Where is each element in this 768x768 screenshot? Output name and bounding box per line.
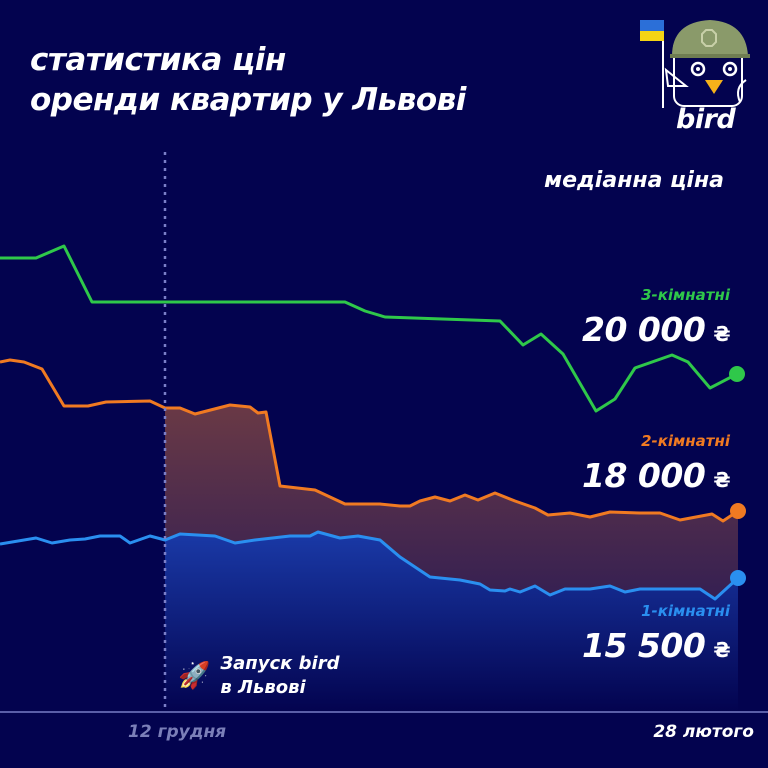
three-room-line — [0, 244, 738, 413]
bird-mascot-icon — [664, 20, 750, 107]
hryvnia-icon: ₴ — [713, 322, 730, 346]
three-room-value: 20 000 ₴ — [582, 310, 730, 349]
one-room-end-marker — [730, 570, 746, 586]
two-room-label: 2-кімнатні — [641, 432, 730, 450]
series-lines — [0, 244, 740, 601]
launch-text-line-2: в Львові — [220, 677, 306, 698]
ukraine-flag-icon — [640, 20, 664, 108]
title-line-1: статистика цін — [30, 42, 286, 78]
bird-logo — [640, 20, 750, 108]
two-room-line — [0, 358, 739, 523]
one-room-price: 15 500 — [582, 626, 706, 665]
x-axis-start-label: 12 грудня — [128, 722, 227, 742]
launch-text: Запуск bird в Львові — [220, 652, 339, 700]
three-room-label: 3-кімнатні — [641, 286, 730, 304]
three-room-price: 20 000 — [582, 310, 706, 349]
hryvnia-icon: ₴ — [713, 468, 730, 492]
chart-subtitle: медіанна ціна — [544, 168, 724, 193]
area-fills — [165, 302, 738, 712]
one-room-area — [165, 532, 738, 712]
title-line-2: оренди квартир у Львові — [30, 82, 466, 118]
logo-text: bird — [676, 104, 736, 135]
one-room-value: 15 500 ₴ — [582, 626, 730, 665]
three-room-end-marker — [729, 366, 745, 382]
two-room-value: 18 000 ₴ — [582, 456, 730, 495]
hryvnia-icon: ₴ — [713, 638, 730, 662]
one-room-label: 1-кімнатні — [641, 602, 730, 620]
rocket-icon: 🚀 — [178, 661, 211, 691]
two-room-price: 18 000 — [582, 456, 706, 495]
launch-annotation: 🚀 Запуск bird в Львові — [178, 652, 339, 700]
launch-text-line-1: Запуск bird — [220, 653, 340, 674]
end-markers — [729, 366, 746, 586]
one-room-line — [0, 530, 740, 601]
page-title: статистика цін оренди квартир у Львові — [30, 40, 466, 120]
x-axis-end-label: 28 лютого — [653, 722, 754, 742]
two-room-end-marker — [730, 503, 746, 519]
